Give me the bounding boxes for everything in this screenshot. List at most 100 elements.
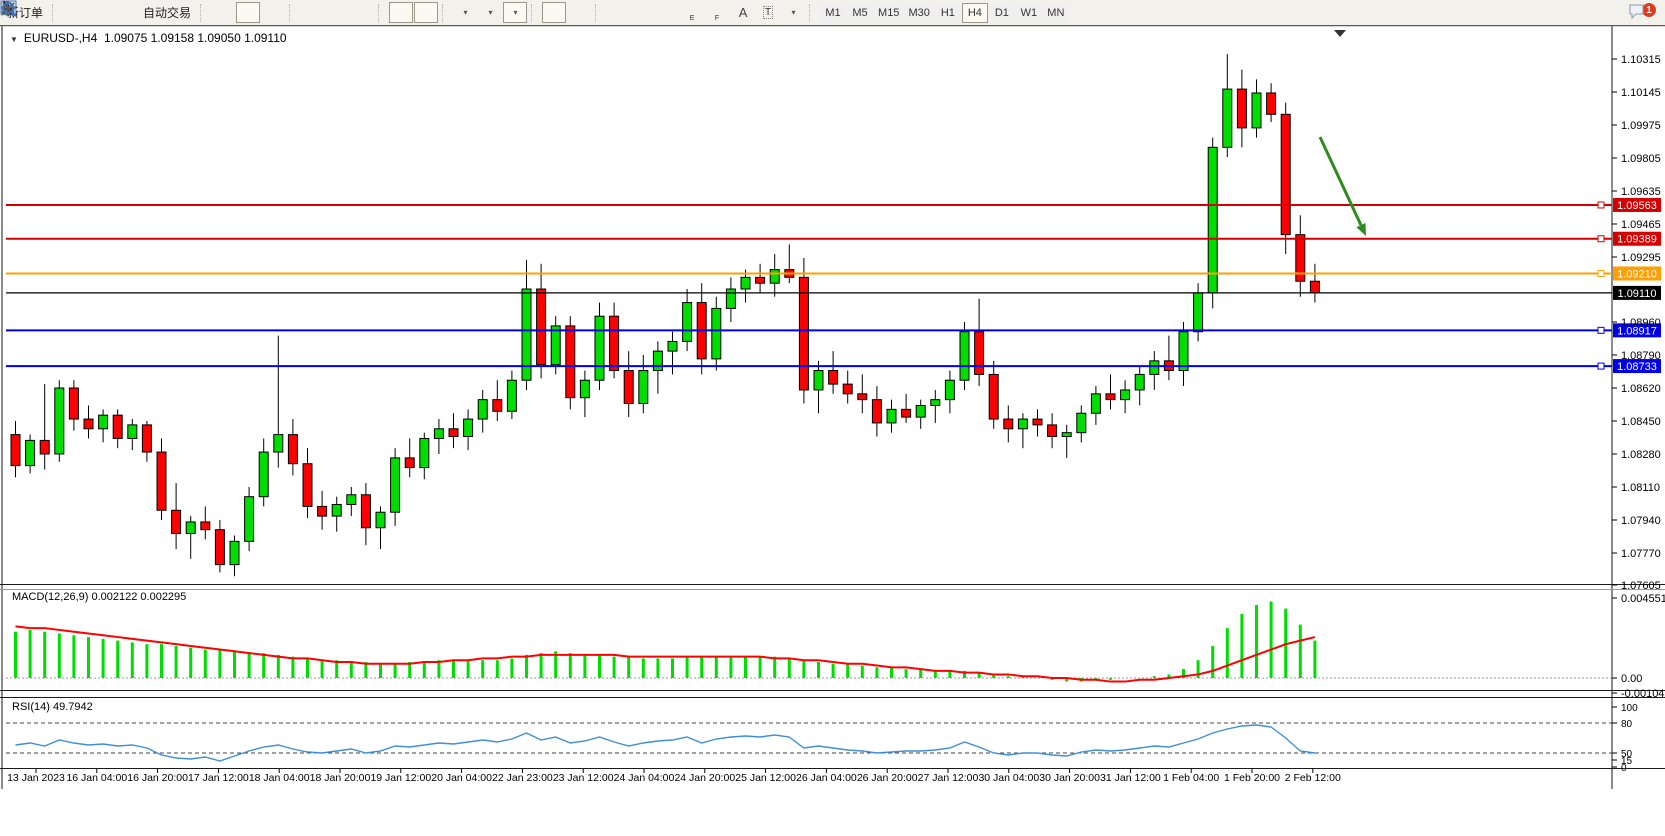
timeframe-button-m5[interactable]: M5: [847, 2, 874, 23]
templates-button[interactable]: ▾: [0, 0, 528, 23]
bar-chart-button[interactable]: [2, 2, 235, 23]
candle-body: [798, 276, 809, 391]
candle-body: [317, 505, 328, 517]
equidistant-channel-button[interactable]: E: [0, 1, 705, 23]
channel-e-label: E: [689, 15, 695, 22]
candle-body: [769, 269, 780, 284]
candle-body: [346, 494, 357, 505]
candle-body: [988, 373, 999, 420]
periods-button[interactable]: ▾: [0, 0, 502, 23]
price-label: 1.09110: [1618, 288, 1657, 300]
time-label: 19 Jan 12:00: [370, 772, 431, 784]
zoom-out-button[interactable]: [1, 1, 349, 23]
time-label: 31 Jan 12:00: [1100, 772, 1161, 784]
macd-signal-line: [15, 625, 1316, 683]
chart-shift-button[interactable]: [0, 1, 439, 23]
auto-trading-button[interactable]: 自动交易: [0, 1, 196, 23]
candle-body: [959, 331, 970, 381]
time-label: 1 Feb 04:00: [1163, 772, 1219, 784]
candle-body: [68, 387, 79, 420]
price-tick-label: 1.09805: [1621, 153, 1661, 165]
one-click-expand-icon[interactable]: ▼: [10, 35, 18, 44]
price-tick-label: 1.09975: [1621, 120, 1661, 132]
timeframe-button-m15[interactable]: M15: [874, 2, 904, 23]
price-tick-label: 1.08110: [1621, 482, 1660, 494]
community-button[interactable]: [1, 1, 112, 23]
time-label: 16 Jan 20:00: [127, 772, 188, 784]
fibonacci-button[interactable]: F: [1, 2, 730, 23]
crosshair-button[interactable]: [1, 1, 591, 23]
candle-body: [448, 428, 459, 438]
trend-arrow-annotation[interactable]: [1318, 136, 1363, 226]
candle-body: [1120, 389, 1131, 401]
chat-bubble-icon: [1629, 4, 1644, 20]
price-tick-label: 1.08280: [1621, 449, 1661, 461]
time-label: 13 Jan 2023: [7, 772, 65, 784]
trendline-button[interactable]: [1, 2, 680, 23]
cursor-button[interactable]: [3, 0, 567, 23]
candlestick-chart-button[interactable]: [2, 1, 261, 23]
price-label: 1.09389: [1617, 234, 1657, 246]
time-label: 24 Jan 20:00: [674, 772, 735, 784]
line-handle[interactable]: [1597, 362, 1605, 370]
timeframe-button-h1[interactable]: H1: [934, 2, 961, 23]
candle-body: [1003, 418, 1014, 430]
rsi-tick-label: 50: [1621, 749, 1633, 760]
candle-body: [974, 331, 985, 375]
timeframe-group: M1 M5 M15 M30 H1 H4 D1 W1 MN: [820, 2, 1069, 23]
tile-windows-button[interactable]: [1, 1, 374, 23]
candle-body: [1090, 393, 1101, 414]
candle-body: [244, 496, 255, 542]
price-tick-label: 1.08620: [1621, 383, 1661, 395]
market-button[interactable]: [0, 0, 87, 23]
new-chart-button[interactable]: ▾: [0, 0, 477, 23]
text-label-button[interactable]: T: [756, 2, 780, 23]
horizontal-line-button[interactable]: [1, 2, 655, 23]
rsi-tick-label: 80: [1621, 719, 1633, 730]
candle-body: [83, 418, 94, 430]
search-button[interactable]: [2, 2, 1626, 23]
trend-arrow-head[interactable]: [1356, 223, 1366, 236]
auto-scroll-button[interactable]: [0, 1, 414, 23]
candle-body: [857, 393, 868, 401]
candle-body: [141, 424, 152, 453]
timeframe-button-h4[interactable]: H4: [961, 2, 988, 23]
zoom-in-button[interactable]: [1, 1, 324, 23]
line-handle[interactable]: [1597, 201, 1605, 209]
candle-body: [433, 428, 444, 439]
time-label: 1 Feb 20:00: [1224, 772, 1280, 784]
arrows-button[interactable]: ▾: [2, 2, 805, 23]
timeframe-button-mn[interactable]: MN: [1042, 2, 1069, 23]
timeframe-button-m30[interactable]: M30: [904, 2, 934, 23]
candle-body: [1193, 292, 1204, 333]
price-tick-label: 1.07770: [1621, 548, 1661, 560]
line-handle[interactable]: [1597, 269, 1605, 277]
timeframe-button-d1[interactable]: D1: [988, 2, 1015, 23]
dropdown-caret: ▾: [463, 8, 468, 17]
candle-body: [915, 404, 926, 418]
candle-body: [302, 463, 313, 507]
signals-button[interactable]: [1, 1, 137, 23]
vertical-line-button[interactable]: [6, 1, 630, 23]
chart-shift-marker[interactable]: [1334, 30, 1346, 37]
time-label: 24 Jan 04:00: [614, 772, 675, 784]
text-button[interactable]: A: [731, 2, 755, 23]
notifications-button[interactable]: 1: [1627, 2, 1657, 23]
candle-body: [127, 424, 138, 439]
timeframe-button-w1[interactable]: W1: [1015, 2, 1042, 23]
line-handle[interactable]: [1597, 235, 1605, 243]
toolbar-separator: [442, 3, 449, 22]
candle-body: [1017, 418, 1028, 430]
line-handle[interactable]: [1597, 326, 1605, 334]
line-chart-button[interactable]: [1, 2, 285, 23]
time-label: 26 Jan 20:00: [857, 772, 918, 784]
candle-body: [1149, 360, 1160, 375]
candle-body: [842, 383, 853, 395]
toolbar-separator: [378, 3, 385, 22]
rsi-tick-label: 100: [1621, 703, 1638, 714]
candle-body: [1076, 412, 1087, 434]
candle-body: [521, 288, 532, 381]
candle-body: [1178, 331, 1189, 372]
timeframe-button-m1[interactable]: M1: [820, 2, 847, 23]
